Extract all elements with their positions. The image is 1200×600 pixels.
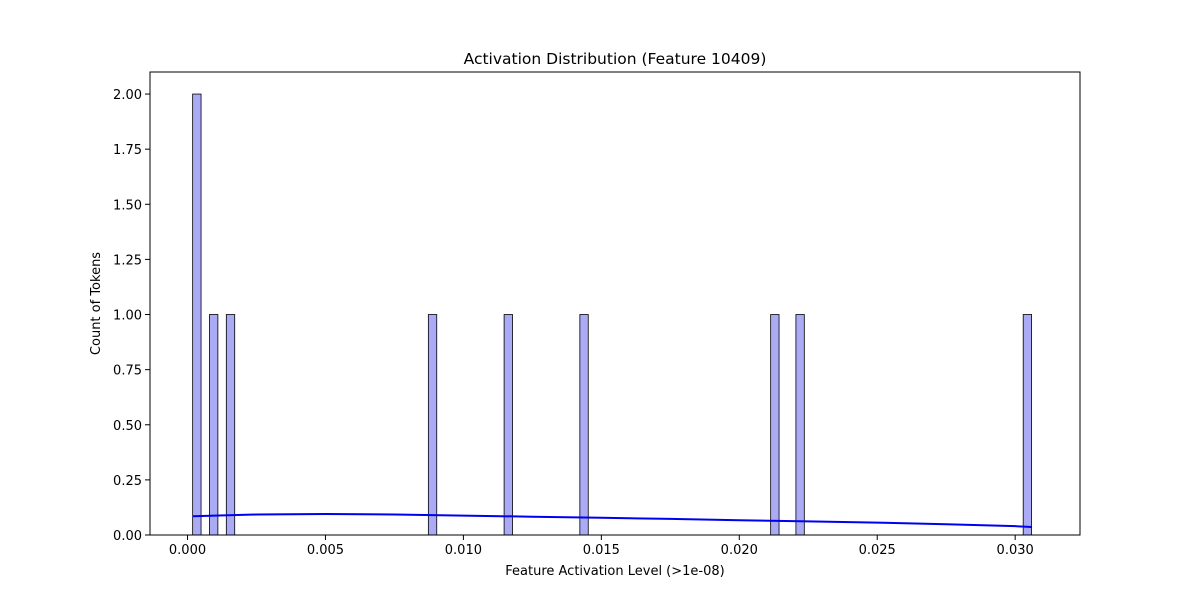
y-tick-label-3: 0.75 [113,364,142,379]
histogram-bar-4 [503,314,513,536]
y-tick-label-8: 2.00 [113,88,142,103]
x-tick-label-4: 0.020 [721,543,758,558]
y-tick-label-1: 0.25 [113,474,142,489]
histogram-bar-6 [770,314,780,536]
histogram-bar-7 [795,314,805,536]
y-axis-ticks: 0.00 0.25 0.50 0.75 1.00 1.25 1.50 1.75 2.00 [113,88,150,544]
kde-curve [192,513,1032,529]
x-tick-label-2: 0.010 [445,543,482,558]
y-tick-label-2: 0.50 [113,419,142,434]
x-tick-label-0: 0.000 [169,543,206,558]
histogram-bars [192,93,1033,536]
x-tick-label-6: 0.030 [997,543,1034,558]
x-axis-label: Feature Activation Level (>1e-08) [505,564,724,579]
histogram-bar-8 [1022,314,1033,536]
x-axis-ticks: 0.000 0.005 0.010 0.015 0.020 0.025 0.030 [169,535,1034,558]
chart-title: Activation Distribution (Feature 10409) [464,50,767,68]
x-tick-label-5: 0.025 [859,543,896,558]
y-axis-label: Count of Tokens [89,252,104,355]
histogram-bar-0 [192,93,202,536]
y-tick-label-4: 1.00 [113,309,142,324]
histogram-bar-5 [579,314,589,536]
y-tick-label-5: 1.25 [113,253,142,268]
histogram-bar-2 [225,314,236,536]
y-tick-label-6: 1.50 [113,198,142,213]
x-tick-label-3: 0.015 [583,543,620,558]
histogram-bar-1 [209,314,219,536]
histogram-bar-3 [427,314,438,536]
x-tick-label-1: 0.005 [307,543,344,558]
y-tick-label-0: 0.00 [113,529,142,544]
plot-frame [149,71,1081,536]
y-tick-label-7: 1.75 [113,143,142,158]
